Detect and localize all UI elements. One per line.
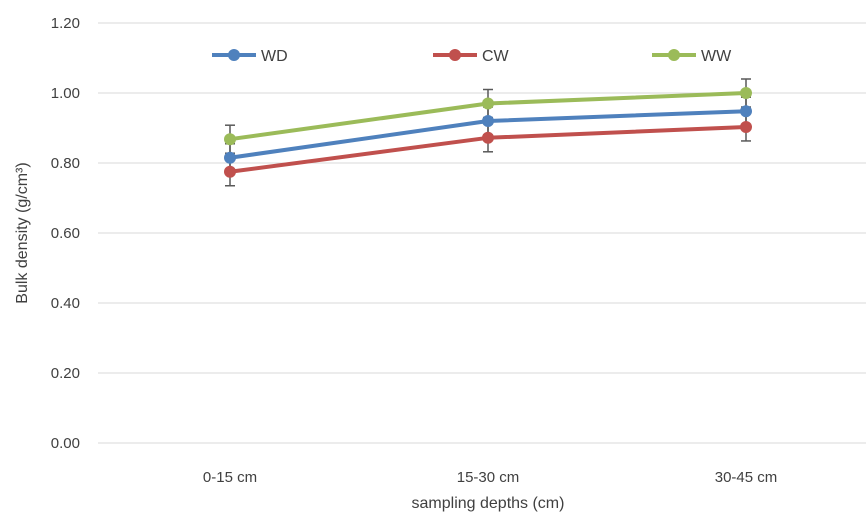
legend-marker-wd xyxy=(228,49,240,61)
y-tick-label: 0.80 xyxy=(51,155,80,172)
x-axis-ticks: 0-15 cm 15-30 cm 30-45 cm xyxy=(203,469,777,486)
data-point-cw xyxy=(740,120,752,133)
y-axis-ticks: 0.00 0.20 0.40 0.60 0.80 1.00 1.20 xyxy=(51,15,80,452)
data-point-ww xyxy=(224,133,236,146)
y-tick-label: 0.20 xyxy=(51,365,80,382)
data-point-cw xyxy=(224,165,236,178)
legend-marker-cw xyxy=(449,49,461,61)
data-point-cw xyxy=(482,131,494,144)
data-point-wd xyxy=(740,105,752,118)
x-axis-title: sampling depths (cm) xyxy=(412,495,565,512)
y-axis-title: Bulk density (g/cm³) xyxy=(14,162,31,303)
series-lines xyxy=(224,87,752,178)
x-tick-label: 0-15 cm xyxy=(203,469,257,486)
y-tick-label: 1.20 xyxy=(51,15,80,32)
data-point-ww xyxy=(482,97,494,110)
y-tick-label: 0.60 xyxy=(51,225,80,242)
legend-marker-ww xyxy=(668,49,680,61)
x-tick-label: 15-30 cm xyxy=(457,469,520,486)
legend: WD CW WW xyxy=(212,48,732,65)
y-tick-label: 0.00 xyxy=(51,435,80,452)
data-point-ww xyxy=(740,87,752,99)
data-point-wd xyxy=(482,115,494,127)
gridlines xyxy=(98,22,866,444)
y-tick-label: 0.40 xyxy=(51,295,80,312)
x-tick-label: 30-45 cm xyxy=(715,469,778,486)
legend-label-wd: WD xyxy=(261,48,288,65)
data-point-wd xyxy=(224,151,236,164)
legend-label-cw: CW xyxy=(482,48,510,65)
y-tick-label: 1.00 xyxy=(51,85,80,102)
legend-label-ww: WW xyxy=(701,48,732,65)
